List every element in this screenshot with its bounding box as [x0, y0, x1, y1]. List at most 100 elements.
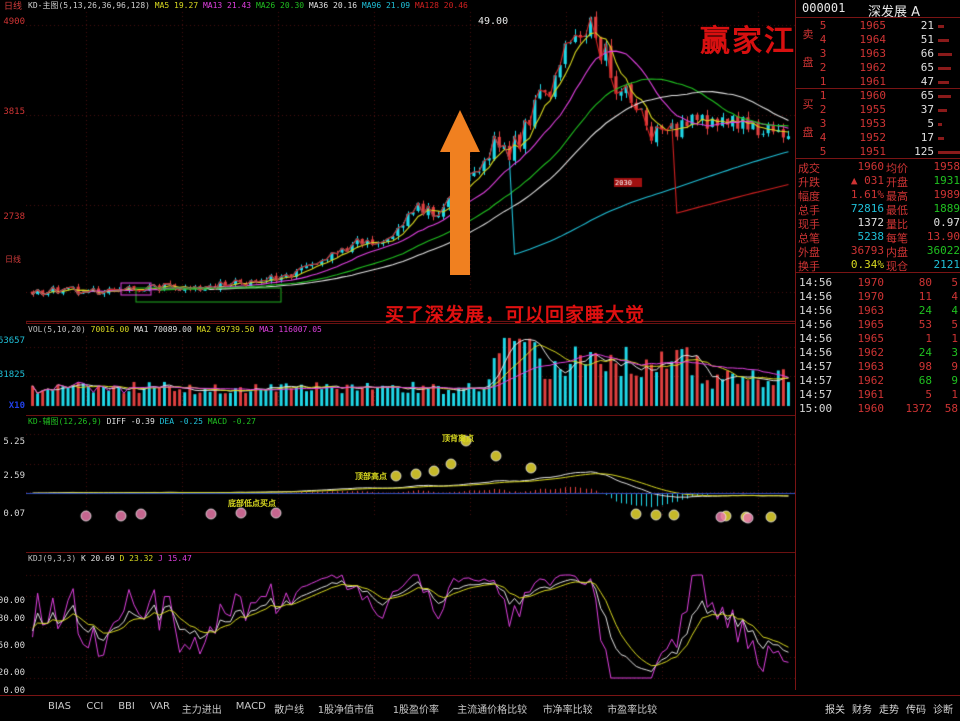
order-book-row[interactable]: 4 1952 17 [796, 131, 960, 145]
price-tick-0: 4900 [3, 17, 25, 27]
order-book-row[interactable]: 1 1960 65 [796, 89, 960, 103]
order-price: 1955 [859, 103, 887, 116]
macd-tick-0: 5.25 [3, 437, 25, 447]
quote-divider-3 [796, 272, 960, 273]
tick-change: 4 [951, 304, 958, 317]
order-book-row[interactable]: 1 1961 47 [796, 75, 960, 89]
order-depth-bar [938, 25, 945, 28]
order-depth-bar [938, 39, 950, 42]
order-book-row[interactable]: 4 1964 51 [796, 33, 960, 47]
order-depth-bar [938, 81, 949, 84]
kdj-chart-canvas[interactable] [26, 553, 795, 696]
tick-time: 14:57 [799, 388, 833, 401]
tick-row[interactable]: 14:56 1965 53 5 [796, 318, 960, 332]
toolbar-item-9[interactable]: 主流通价格比较 [457, 705, 528, 716]
stat-label-right: 最低 [886, 204, 908, 217]
toolbar-right-item-0[interactable]: 报关 [825, 705, 845, 716]
toolbar-item-1[interactable]: CCI [86, 701, 104, 712]
toolbar-item-6[interactable]: 散户线 [274, 705, 305, 716]
tick-row[interactable]: 14:57 1963 98 9 [796, 360, 960, 374]
order-price: 1964 [859, 33, 887, 46]
toolbar-item-8[interactable]: 1股盈价率 [392, 705, 440, 716]
header-segment: MA2 69739.50 [196, 325, 260, 334]
volume-chart-canvas[interactable] [26, 324, 795, 416]
bottom-toolbar[interactable]: BIAS CCI BBI VAR 主力进出 MACD 散户线 1股净值市值 1股盈价率 主流通价格… [0, 695, 960, 721]
toolbar-item-0[interactable]: BIAS [48, 701, 71, 712]
toolbar-item-5[interactable]: MACD [235, 701, 266, 712]
stat-value-right: 1989 [933, 188, 960, 201]
kdj-chart-panel[interactable]: KDJ(9,3,3) K 20.69 D 23.32 J 15.47 [26, 552, 795, 696]
stat-label-right: 内盘 [886, 246, 908, 259]
stat-label-left: 总笔 [798, 232, 820, 245]
price-chart-panel[interactable]: KD-主图(5,13,26,36,96,128) MA5 19.27 MA13 … [26, 0, 795, 322]
order-price: 1951 [859, 145, 887, 158]
header-segment: MA26 20.30 [255, 1, 309, 10]
stat-value-left: 1960 [857, 160, 885, 173]
header-segment: MA36 20.16 [308, 1, 362, 10]
toolbar-item-10[interactable]: 市净率比较 [542, 705, 593, 716]
volume-tick-1: 31825 [0, 370, 25, 380]
order-depth-bar [938, 53, 952, 56]
tick-time: 14:56 [799, 346, 833, 359]
tick-row[interactable]: 15:00 1960 1372 58 [796, 402, 960, 416]
order-price: 1965 [859, 19, 887, 32]
order-price: 1962 [859, 61, 887, 74]
volume-panel-header: VOL(5,10,20) 70016.00 MA1 70089.00 MA2 6… [28, 325, 322, 334]
tick-row[interactable]: 14:56 1970 11 4 [796, 290, 960, 304]
toolbar-right-item-1[interactable]: 财务 [852, 705, 872, 716]
quote-stat-row: 总笔 5238 每笔 13.90 [796, 230, 960, 245]
macd-chart-canvas[interactable] [26, 416, 795, 553]
header-segment: MACD -0.27 [207, 417, 256, 426]
order-book-row[interactable]: 2 1955 37 [796, 103, 960, 117]
stat-label-left: 换手 [798, 260, 820, 273]
stock-code[interactable]: 000001 [802, 1, 846, 15]
tick-volume: 98 [918, 360, 932, 373]
quote-title-bar: 000001 深发展 A [796, 0, 960, 20]
order-price: 1961 [859, 75, 887, 88]
stock-name[interactable]: 深发展 A [868, 5, 921, 20]
toolbar-item-3[interactable]: VAR [150, 701, 170, 712]
toolbar-right-item-4[interactable]: 诊断 [933, 705, 953, 716]
order-level: 5 [819, 145, 827, 158]
order-level: 1 [819, 75, 827, 88]
tick-row[interactable]: 14:56 1963 24 4 [796, 304, 960, 318]
toolbar-item-2[interactable]: BBI [118, 701, 135, 712]
volume-chart-panel[interactable]: VOL(5,10,20) 70016.00 MA1 70089.00 MA2 6… [26, 323, 795, 416]
order-book-row[interactable]: 5 1951 125 [796, 145, 960, 159]
header-segment: K 20.69 [80, 554, 120, 563]
header-segment: KD-主图(5,13,26,36,96,128) [28, 1, 155, 10]
tick-row[interactable]: 14:57 1962 68 9 [796, 374, 960, 388]
header-segment: DIFF -0.39 [106, 417, 160, 426]
volume-scale-label: X10 [8, 401, 25, 411]
tick-time: 14:57 [799, 374, 833, 387]
toolbar-item-4[interactable]: 主力进出 [181, 705, 222, 716]
tick-price: 1963 [857, 360, 885, 373]
order-book-row[interactable]: 3 1953 5 [796, 117, 960, 131]
tick-row[interactable]: 14:57 1961 5 1 [796, 388, 960, 402]
macd-panel-header: KD-辅图(12,26,9) DIFF -0.39 DEA -0.25 MACD… [28, 417, 256, 426]
order-level: 4 [819, 131, 827, 144]
tick-volume: 24 [918, 346, 932, 359]
kdj-y-axis: 100.00 80.00 50.00 20.00 0.00 [0, 552, 26, 696]
price-chart-canvas[interactable] [26, 0, 795, 322]
order-qty: 51 [920, 33, 934, 46]
tick-change: 1 [951, 332, 958, 345]
kdj-tick-80: 80.00 [0, 614, 25, 624]
period-label[interactable]: 日线 [3, 2, 22, 12]
order-book-row[interactable]: 5 1965 21 [796, 19, 960, 33]
quote-stat-row: 现手 1372 量比 0.97 [796, 216, 960, 231]
stat-value-left: 36793 [850, 244, 884, 257]
stat-value-right: 2121 [933, 258, 960, 271]
order-book-row[interactable]: 2 1962 65 [796, 61, 960, 75]
order-book-row[interactable]: 3 1963 66 [796, 47, 960, 61]
toolbar-item-7[interactable]: 1股净值市值 [317, 705, 375, 716]
toolbar-right-item-3[interactable]: 传码 [906, 705, 926, 716]
tick-row[interactable]: 14:56 1970 80 5 [796, 276, 960, 290]
tick-price: 1965 [857, 332, 885, 345]
toolbar-right-item-2[interactable]: 走势 [879, 705, 899, 716]
order-qty: 5 [927, 117, 934, 130]
tick-row[interactable]: 14:56 1962 24 3 [796, 346, 960, 360]
tick-row[interactable]: 14:56 1965 1 1 [796, 332, 960, 346]
toolbar-item-11[interactable]: 市盈率比较 [607, 705, 658, 716]
macd-chart-panel[interactable]: KD-辅图(12,26,9) DIFF -0.39 DEA -0.25 MACD… [26, 415, 795, 553]
